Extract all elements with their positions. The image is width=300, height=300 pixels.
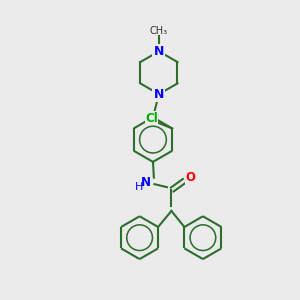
Text: N: N [154,88,164,100]
Text: N: N [154,45,164,58]
Text: H: H [135,182,143,192]
Text: CH₃: CH₃ [150,26,168,35]
Text: N: N [141,176,151,189]
Text: O: O [185,171,195,184]
Text: Cl: Cl [145,112,158,124]
